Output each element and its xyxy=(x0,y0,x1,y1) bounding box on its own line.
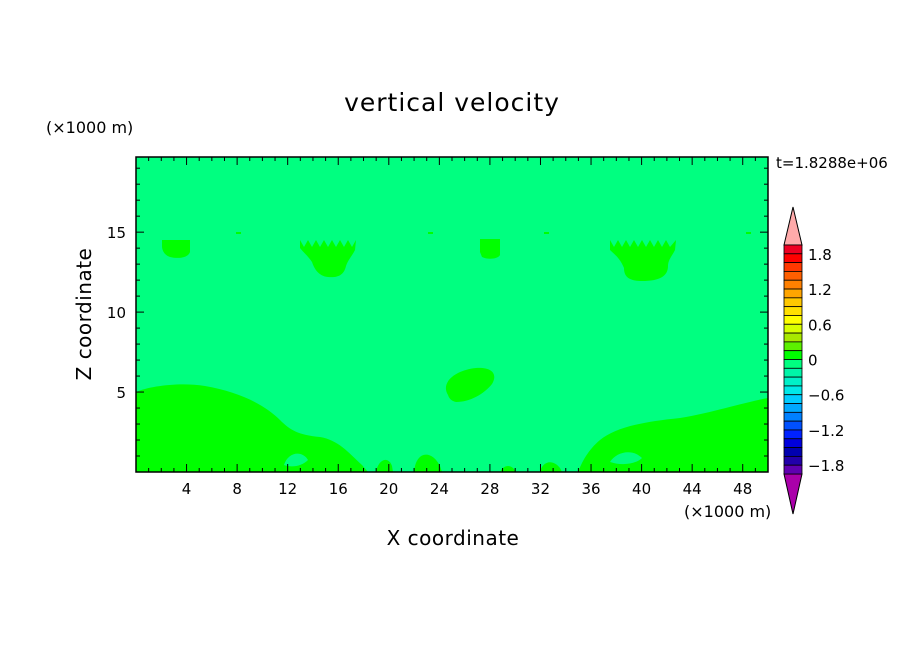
colorbar-segment xyxy=(783,350,803,360)
region-speck-2 xyxy=(428,232,433,234)
colorbar-segment xyxy=(783,279,803,290)
x-tick-label: 28 xyxy=(480,480,499,498)
colorbar-segment xyxy=(783,297,803,308)
x-tick-label: 44 xyxy=(683,480,702,498)
colorbar-segment xyxy=(783,359,803,369)
colorbar-label: 1.2 xyxy=(808,281,832,299)
colorbar-segment xyxy=(783,306,803,316)
colorbar-label: −1.2 xyxy=(808,422,844,440)
region-upper-cell-2 xyxy=(300,240,356,278)
y-tick-label: 10 xyxy=(107,304,126,322)
x-tick-label: 48 xyxy=(733,480,752,498)
colorbar: 1.8 1.2 0.6 0 −0.6 −1.2 −1.8 xyxy=(783,206,844,515)
colorbar-top-arrow xyxy=(783,206,803,246)
colorbar-segment xyxy=(783,271,803,281)
colorbar-segment xyxy=(783,262,803,272)
contour-regions xyxy=(136,232,768,472)
x-axis-label: X coordinate xyxy=(386,526,520,550)
chart-title: vertical velocity xyxy=(344,88,560,117)
colorbar-bottom-arrow xyxy=(783,473,803,515)
region-upper-cell-3 xyxy=(480,239,500,259)
colorbar-segment xyxy=(783,315,803,325)
colorbar-segment xyxy=(783,429,803,440)
region-bottom-blob-2 xyxy=(414,454,442,472)
colorbar-segment xyxy=(783,411,803,422)
x-tick-label: 36 xyxy=(581,480,600,498)
region-speck-3 xyxy=(544,232,549,234)
x-axis-unit: (×1000 m) xyxy=(684,502,772,521)
colorbar-segment xyxy=(783,447,803,457)
colorbar-segment xyxy=(783,244,803,255)
colorbar-label: 0 xyxy=(808,352,818,370)
colorbar-segment xyxy=(783,288,803,299)
colorbar-segment xyxy=(783,420,803,431)
colorbar-segment xyxy=(783,376,803,387)
region-lower-left-patch xyxy=(284,453,308,467)
colorbar-label: −1.8 xyxy=(808,457,844,475)
y-axis: 5 10 15 xyxy=(107,167,768,457)
colorbar-segment xyxy=(783,394,803,404)
colorbar-segment xyxy=(783,253,803,264)
x-tick-label: 16 xyxy=(329,480,348,498)
x-tick-label: 40 xyxy=(632,480,651,498)
y-axis-unit: (×1000 m) xyxy=(46,118,134,137)
x-tick-label: 4 xyxy=(182,480,192,498)
colorbar-label: 1.8 xyxy=(808,246,832,264)
colorbar-segment xyxy=(783,332,803,343)
x-tick-label: 8 xyxy=(232,480,242,498)
y-axis-label: Z coordinate xyxy=(72,247,96,381)
region-lower-right-patch xyxy=(610,452,642,465)
region-speck-4 xyxy=(746,232,751,234)
region-upper-cell-1 xyxy=(162,240,190,258)
region-bottom-blob-4 xyxy=(500,466,516,472)
region-lower-left-updraft xyxy=(136,384,368,472)
x-axis: 4 8 12 16 20 24 28 32 36 40 44 48 xyxy=(148,157,756,498)
y-tick-label: 15 xyxy=(107,224,126,242)
colorbar-label: 0.6 xyxy=(808,316,832,334)
x-tick-label: 12 xyxy=(278,480,297,498)
x-tick-label: 24 xyxy=(430,480,449,498)
colorbar-label: −0.6 xyxy=(808,387,844,405)
colorbar-segment xyxy=(783,455,803,466)
colorbar-segment xyxy=(783,403,803,413)
time-stamp: t=1.8288e+06 xyxy=(776,154,888,172)
colorbar-segment xyxy=(783,341,803,352)
y-tick-label: 5 xyxy=(116,384,126,402)
colorbar-segment xyxy=(783,438,803,448)
x-tick-label: 20 xyxy=(379,480,398,498)
region-mid-blob xyxy=(445,367,495,402)
colorbar-segment xyxy=(783,464,803,475)
colorbar-segment xyxy=(783,385,803,396)
region-upper-cell-4 xyxy=(610,240,676,281)
region-bottom-blob-3 xyxy=(540,462,562,472)
colorbar-segment xyxy=(783,323,803,334)
colorbar-segment xyxy=(783,367,803,378)
x-tick-label: 32 xyxy=(531,480,550,498)
region-speck-1 xyxy=(236,232,241,234)
